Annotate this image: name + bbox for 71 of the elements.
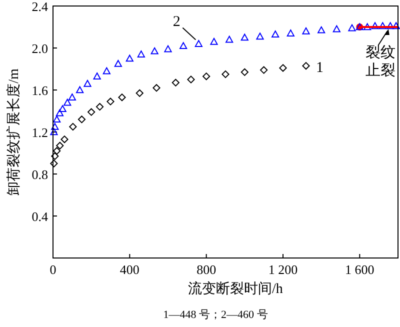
- y-tick-label: 0.4: [32, 209, 48, 224]
- point: [64, 98, 72, 106]
- point: [194, 40, 202, 47]
- point: [187, 76, 195, 84]
- point: [50, 128, 58, 136]
- point: [93, 72, 101, 80]
- point: [69, 122, 77, 131]
- point: [364, 23, 372, 30]
- point: [392, 22, 400, 30]
- point: [106, 98, 114, 106]
- point: [256, 32, 264, 40]
- text: 1—448 号；2—460 号: [163, 309, 268, 321]
- point: [378, 22, 386, 30]
- point: [56, 142, 64, 150]
- x-axis-title: 流变断裂时间/h: [188, 281, 283, 297]
- point: [53, 147, 61, 155]
- point: [126, 54, 134, 62]
- point: [180, 42, 188, 50]
- point: [88, 108, 96, 116]
- point: [50, 160, 58, 168]
- point: [96, 103, 104, 111]
- point: [348, 24, 356, 32]
- x-tick-label: 1 600: [345, 262, 374, 277]
- point: [272, 30, 280, 38]
- point: [164, 45, 172, 52]
- point: [136, 89, 144, 97]
- point: [222, 70, 230, 78]
- y-tick-label: 2.0: [32, 41, 48, 56]
- y-tick-label: 1.6: [32, 83, 48, 98]
- point: [51, 152, 59, 160]
- y-tick-label: 1.2: [32, 125, 48, 140]
- x-tick-label: 0: [50, 262, 56, 277]
- point: [202, 72, 210, 80]
- point: [386, 22, 394, 30]
- point: [137, 50, 145, 58]
- point: [371, 22, 379, 30]
- point: [150, 47, 158, 54]
- point: [210, 38, 218, 45]
- y-tick-label: 0.8: [32, 167, 48, 182]
- point: [58, 105, 66, 112]
- point: [56, 109, 64, 116]
- x-tick-label: 1 200: [268, 262, 298, 277]
- series-label: 2: [172, 14, 180, 30]
- point: [152, 84, 160, 92]
- y-axis-title: 卸荷裂纹扩展长度/m: [6, 68, 22, 196]
- point: [68, 94, 76, 100]
- x-tick-label: 400: [120, 262, 140, 277]
- point: [302, 27, 310, 34]
- point: [240, 68, 248, 76]
- point: [240, 34, 248, 41]
- point: [279, 64, 287, 72]
- annotation: 裂纹止裂: [365, 44, 396, 79]
- point: [60, 136, 68, 144]
- point: [318, 26, 326, 34]
- point: [76, 86, 84, 94]
- point: [118, 94, 126, 102]
- point: [172, 78, 180, 86]
- series-label: 1: [316, 60, 324, 76]
- point: [114, 60, 122, 67]
- point: [260, 66, 268, 74]
- point: [332, 25, 340, 32]
- point: [78, 116, 86, 124]
- point: [302, 62, 310, 70]
- point: [84, 80, 92, 87]
- point: [102, 67, 110, 74]
- point: [226, 36, 234, 43]
- y-tick-label: 2.4: [32, 0, 48, 14]
- point: [51, 122, 59, 130]
- x-tick-label: 800: [196, 262, 216, 277]
- point: [53, 116, 61, 123]
- point: [286, 30, 294, 36]
